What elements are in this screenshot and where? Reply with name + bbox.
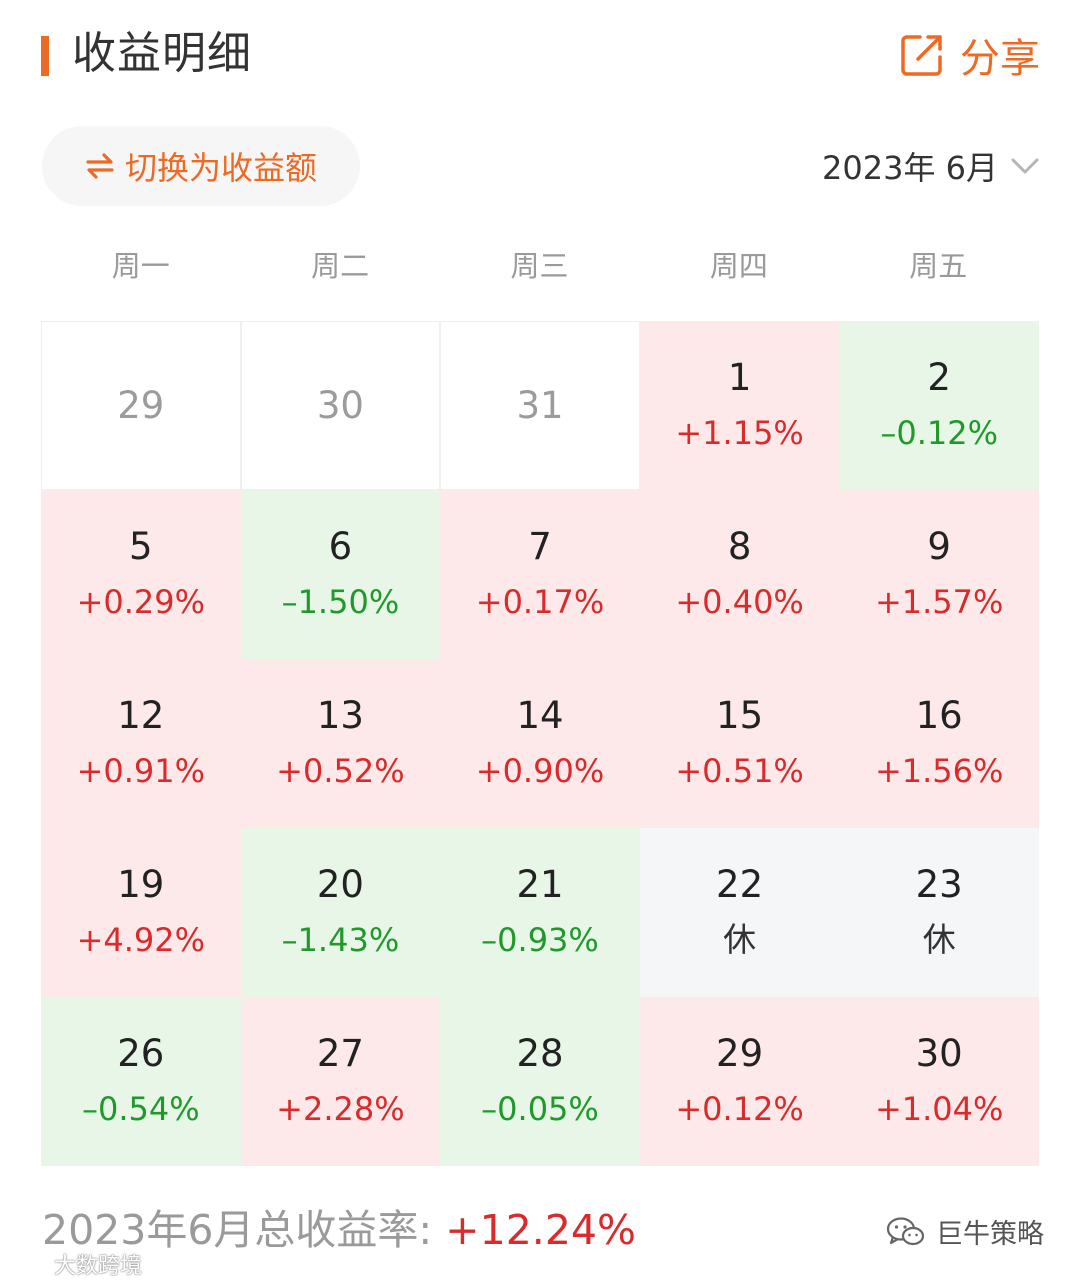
monthly-total-value: +12.24% (445, 1206, 636, 1254)
cell-day: 23 (915, 862, 963, 906)
cell-return: +0.12% (675, 1089, 804, 1128)
calendar-cell[interactable]: 31 (440, 321, 640, 490)
cell-return: +2.28% (276, 1089, 405, 1128)
cell-day: 15 (716, 693, 764, 737)
cell-day: 16 (915, 693, 963, 737)
calendar-cell[interactable]: 1 +1.15% (639, 321, 840, 490)
cell-day: 30 (915, 1031, 963, 1075)
cell-day: 2 (927, 355, 951, 399)
cell-return: +0.40% (675, 582, 804, 621)
cell-day: 1 (727, 355, 752, 399)
calendar-cell[interactable]: 29 (41, 321, 241, 490)
cell-day: 19 (117, 862, 165, 906)
cell-holiday-label: 休 (922, 919, 956, 959)
cell-return: +4.92% (76, 920, 206, 959)
weekday-mon: 周一 (111, 249, 170, 283)
month-selector[interactable]: 2023年 6月 (822, 140, 1040, 192)
calendar-cell[interactable]: 6 –1.50% (240, 490, 441, 659)
weekday-tue: 周二 (311, 249, 370, 283)
share-icon (901, 35, 942, 76)
cell-return: –0.93% (481, 920, 599, 959)
calendar-cell[interactable]: 20 –1.43% (240, 828, 441, 997)
weekday-wed: 周三 (510, 249, 569, 283)
page-title: 收益明细 (72, 28, 252, 79)
corner-watermark-text: 大数跨境 (54, 1254, 143, 1279)
weekday-fri: 周五 (909, 249, 968, 283)
calendar-cell[interactable]: 26 –0.54% (41, 997, 241, 1166)
cell-day: 12 (117, 693, 165, 737)
switch-label: 切换为收益额 (124, 149, 317, 187)
cell-day: 26 (117, 1031, 165, 1075)
cell-day: 31 (516, 383, 564, 427)
wechat-watermark: 巨牛策略 (886, 1212, 1044, 1251)
weekday-thu: 周四 (709, 249, 768, 283)
cell-day: 21 (516, 862, 564, 906)
calendar-cell[interactable]: 16 +1.56% (839, 659, 1039, 828)
cell-return: +1.15% (675, 413, 804, 452)
calendar-cell[interactable]: 30 (240, 321, 441, 490)
title-accent-bar (41, 36, 49, 76)
switch-to-amount-button[interactable]: 切换为收益额 (42, 126, 360, 206)
returns-calendar: 29 30 31 1 +1.15% 2 –0.12% 5 +0.29% 6 –1… (41, 321, 1039, 1166)
calendar-cell[interactable]: 28 –0.05% (440, 997, 640, 1166)
calendar-cell[interactable]: 15 +0.51% (639, 659, 840, 828)
cell-day: 9 (927, 524, 951, 568)
cell-return: +1.56% (874, 751, 1004, 790)
cell-day: 5 (129, 524, 153, 568)
cell-return: –1.50% (281, 582, 400, 621)
calendar-cell[interactable]: 7 +0.17% (440, 490, 640, 659)
cell-return: +0.91% (76, 751, 206, 790)
share-button[interactable]: 分享 (898, 28, 1040, 82)
cell-day: 20 (316, 862, 364, 906)
weekday-header: 周一 周二 周三 周四 周五 (41, 238, 1038, 294)
cell-holiday-label: 休 (723, 919, 757, 959)
corner-watermark: 大数跨境 (8, 1248, 142, 1280)
calendar-cell[interactable]: 22 休 (639, 828, 840, 997)
cell-day: 6 (328, 524, 353, 568)
cell-return: –1.43% (281, 920, 400, 959)
calendar-cell[interactable]: 23 休 (839, 828, 1039, 997)
wechat-account-name: 巨牛策略 (936, 1219, 1044, 1250)
calendar-cell[interactable]: 2 –0.12% (839, 321, 1039, 490)
calendar-cell[interactable]: 14 +0.90% (440, 659, 640, 828)
cell-return: +0.51% (675, 751, 804, 790)
calendar-cell[interactable]: 29 +0.12% (639, 997, 840, 1166)
cell-day: 14 (516, 693, 564, 737)
cell-day: 7 (528, 524, 552, 568)
cell-day: 8 (727, 524, 752, 568)
calendar-cell[interactable]: 12 +0.91% (41, 659, 241, 828)
cell-return: –0.54% (81, 1089, 200, 1128)
chevron-down-icon (1011, 158, 1039, 174)
calendar-cell[interactable]: 27 +2.28% (240, 997, 441, 1166)
cell-day: 28 (516, 1031, 564, 1075)
calendar-cell[interactable]: 9 +1.57% (839, 490, 1039, 659)
calendar-cell[interactable]: 19 +4.92% (41, 828, 241, 997)
cell-day: 27 (316, 1031, 364, 1075)
cell-return: +0.17% (475, 582, 605, 621)
share-label: 分享 (960, 36, 1040, 82)
cell-return: +0.90% (475, 751, 605, 790)
monthly-total: 2023年6月总收益率: +12.24% (42, 1200, 636, 1260)
watermark-logo-icon (8, 1256, 48, 1272)
wechat-icon (886, 1216, 925, 1245)
cell-return: +0.52% (276, 751, 405, 790)
monthly-total-label: 2023年6月总收益率: (42, 1206, 446, 1254)
calendar-cell[interactable]: 5 +0.29% (41, 490, 241, 659)
cell-day: 13 (316, 693, 364, 737)
cell-day: 30 (316, 383, 364, 427)
cell-return: –0.05% (481, 1089, 599, 1128)
calendar-cell[interactable]: 21 –0.93% (440, 828, 640, 997)
calendar-cell[interactable]: 8 +0.40% (639, 490, 840, 659)
cell-return: –0.12% (880, 413, 999, 452)
cell-return: +0.29% (76, 582, 206, 621)
cell-day: 22 (716, 862, 764, 906)
cell-return: +1.04% (874, 1089, 1004, 1128)
cell-return: +1.57% (874, 582, 1004, 621)
month-label: 2023年 6月 (822, 149, 998, 187)
cell-day: 29 (117, 383, 165, 427)
swap-icon (86, 153, 114, 179)
calendar-cell[interactable]: 13 +0.52% (240, 659, 441, 828)
cell-day: 29 (716, 1031, 764, 1075)
calendar-cell[interactable]: 30 +1.04% (839, 997, 1039, 1166)
